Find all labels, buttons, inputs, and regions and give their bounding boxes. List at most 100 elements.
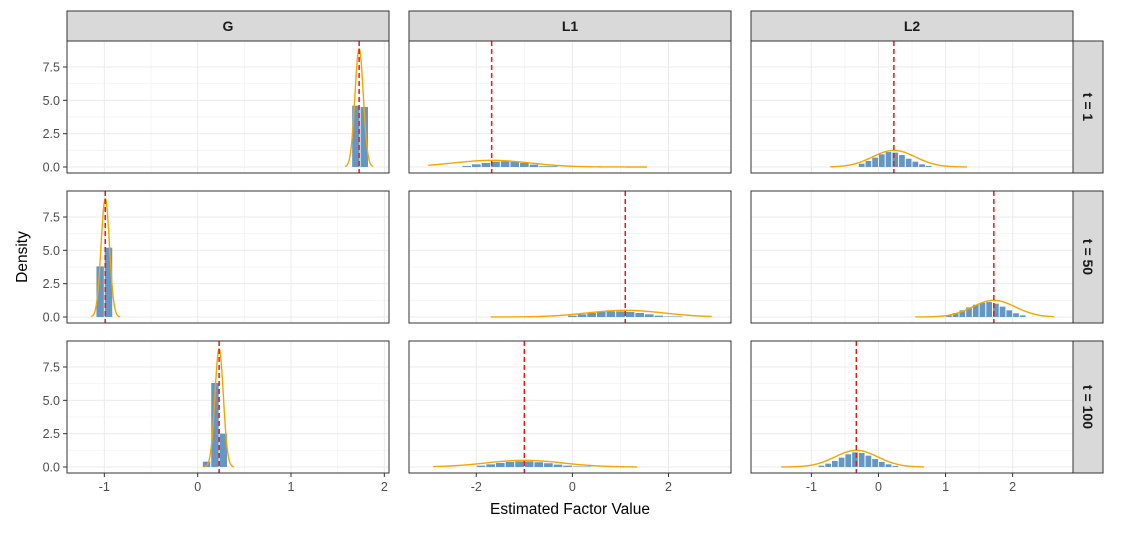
histogram-bar	[352, 105, 360, 167]
panel-L2-t50	[750, 190, 1074, 324]
histogram-bar	[852, 452, 858, 467]
histogram-bar	[505, 461, 515, 467]
strip-t50	[1072, 190, 1104, 324]
histogram-bar	[625, 311, 635, 317]
panel-bg	[67, 191, 389, 323]
density-curve	[433, 459, 638, 468]
strip-t1	[1072, 40, 1104, 174]
y-tick-label: 2.5	[43, 427, 60, 441]
x-tick-label: -1	[806, 480, 817, 494]
histogram-bar	[818, 465, 825, 467]
histogram-bar	[520, 163, 529, 167]
y-axis-title: Density	[14, 231, 31, 283]
panel-bg	[67, 41, 389, 173]
histogram-bar	[966, 307, 972, 317]
histogram-bar	[563, 465, 572, 467]
histogram-bar	[515, 461, 524, 467]
histogram-bar	[534, 462, 544, 467]
histogram-bar	[572, 466, 592, 467]
histogram-bar	[885, 464, 892, 467]
y-tick-label: 0.0	[43, 311, 60, 325]
histogram-bar	[925, 165, 932, 167]
y-tick-label: 0.0	[43, 461, 60, 475]
panel-border	[66, 190, 390, 324]
panel-border	[408, 40, 732, 174]
x-tick-label: 1	[288, 480, 295, 494]
y-tick-label: 7.5	[43, 211, 60, 225]
histogram-bar	[553, 464, 563, 467]
histogram-bar	[496, 463, 505, 467]
density-curve	[830, 149, 968, 168]
histogram-bar	[919, 164, 925, 167]
density-curve	[428, 159, 647, 168]
histogram-bar	[476, 465, 486, 467]
histogram-bar	[635, 313, 644, 317]
strip-label-t1: t = 1	[1080, 93, 1096, 122]
y-tick-label: 2.5	[43, 277, 60, 291]
x-tick-label: -2	[471, 480, 482, 494]
histogram-bar	[838, 457, 845, 467]
histogram-bar	[664, 316, 683, 317]
strip-label-L2: L2	[904, 18, 921, 34]
histogram-bar	[858, 453, 865, 467]
histogram-bar	[865, 455, 872, 467]
panel-border	[750, 40, 1074, 174]
panel-border	[66, 340, 390, 474]
histogram-bar	[577, 314, 587, 317]
histogram-bar	[825, 463, 831, 467]
histogram-bar	[999, 306, 1006, 317]
y-tick-label: 0.0	[43, 161, 60, 175]
histogram-bar	[654, 315, 664, 317]
histogram-bar	[219, 433, 228, 467]
panel-L1-t1	[408, 40, 732, 174]
panel-border	[750, 340, 1074, 474]
histogram-bar	[872, 459, 878, 467]
x-tick-label: 1	[942, 480, 949, 494]
histogram-bar	[616, 311, 625, 317]
y-tick-label: 5.0	[43, 394, 60, 408]
panel-border	[66, 40, 390, 174]
x-tick-label: 2	[381, 480, 388, 494]
y-tick-label: 5.0	[43, 94, 60, 108]
panel-L2-t100	[750, 340, 1074, 474]
histogram-bar	[878, 154, 885, 167]
histogram-bar	[491, 161, 500, 167]
histogram-bar	[104, 247, 113, 317]
histogram-bar	[500, 161, 510, 167]
histogram-bar	[587, 313, 596, 317]
histogram-bar	[96, 266, 104, 317]
strip-G	[66, 10, 390, 42]
histogram-bar	[644, 314, 654, 317]
density-curve	[915, 299, 1055, 318]
histogram-bar	[845, 454, 852, 467]
histogram-bar	[1006, 310, 1013, 317]
y-tick-label: 5.0	[43, 244, 60, 258]
x-tick-label: 2	[1009, 480, 1016, 494]
histogram-bar	[892, 465, 899, 467]
histogram-bar	[832, 461, 838, 467]
panel-L1-t100	[408, 340, 732, 474]
histogram-bar	[878, 461, 885, 467]
strip-label-t50: t = 50	[1080, 239, 1096, 275]
panel-G-t1	[66, 40, 390, 174]
panel-bg	[409, 191, 731, 323]
histogram-bar	[899, 155, 905, 167]
histogram-bar	[510, 161, 520, 167]
histogram-bar	[946, 315, 952, 317]
histogram-bar	[952, 313, 959, 317]
panel-border	[408, 340, 732, 474]
panel-G-t100	[66, 340, 390, 474]
histogram-bar	[979, 303, 986, 317]
strip-L1	[408, 10, 732, 42]
density-curve	[204, 347, 235, 468]
x-tick-label: 2	[665, 480, 672, 494]
panel-bg	[409, 341, 731, 473]
histogram-bar	[606, 311, 616, 317]
histogram-bar	[865, 161, 872, 167]
histogram-bar	[202, 461, 211, 467]
histogram-bar	[1019, 315, 1026, 317]
histogram-bar	[529, 164, 539, 167]
histogram-bar	[858, 163, 865, 167]
panel-bg	[409, 41, 731, 173]
